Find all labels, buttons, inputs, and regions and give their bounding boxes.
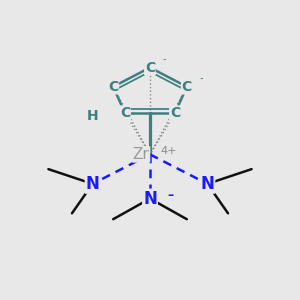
Text: -: - — [199, 73, 203, 83]
Text: C: C — [145, 61, 155, 75]
Text: C: C — [108, 80, 118, 94]
Text: -: - — [162, 54, 166, 64]
Text: H: H — [87, 109, 98, 123]
Text: –: – — [167, 189, 174, 202]
Text: C: C — [120, 106, 130, 120]
Text: N: N — [85, 175, 100, 193]
Text: 4+: 4+ — [161, 146, 177, 156]
Text: C: C — [170, 106, 180, 120]
Text: N: N — [200, 175, 214, 193]
Text: N: N — [143, 190, 157, 208]
Text: -: - — [126, 73, 129, 83]
Text: Zr: Zr — [133, 147, 149, 162]
Text: C: C — [182, 80, 192, 94]
